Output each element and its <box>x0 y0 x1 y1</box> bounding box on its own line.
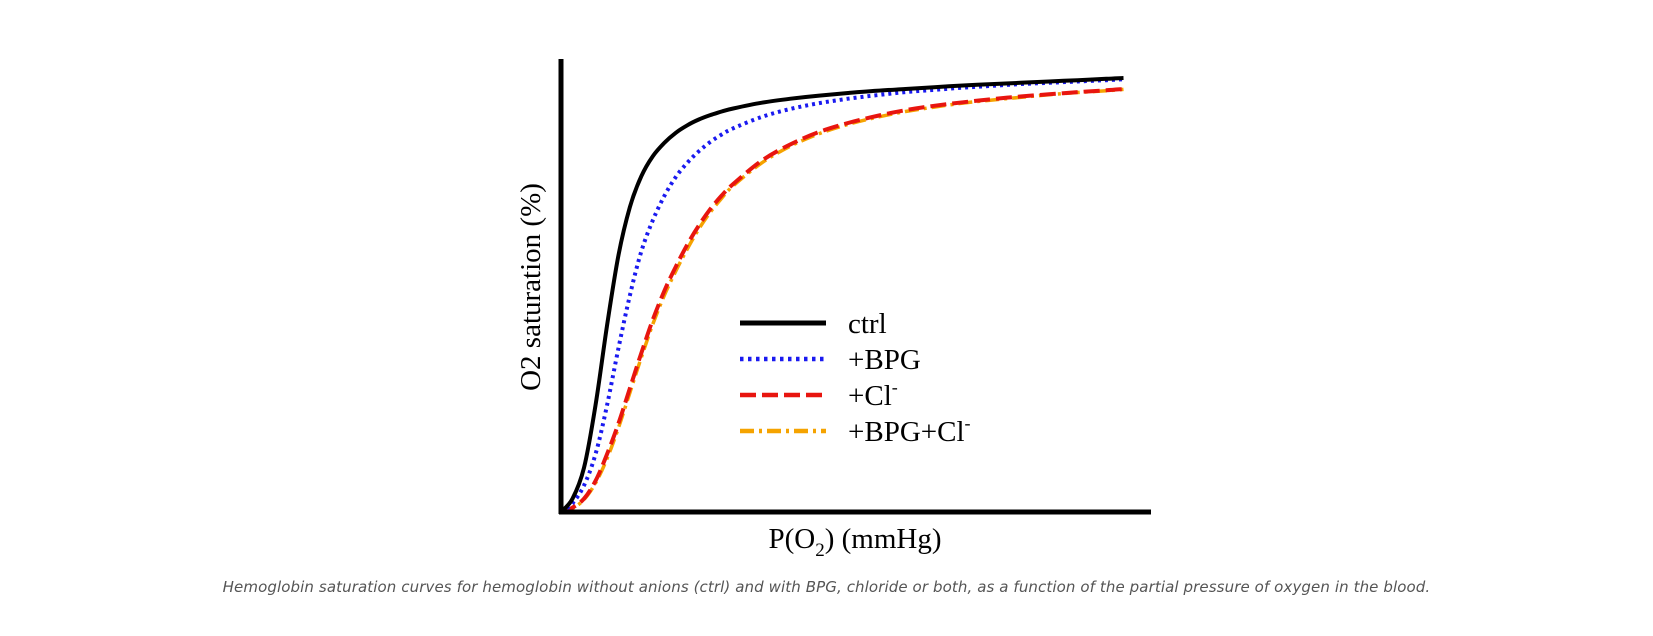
x-axis-label: P(O2) (mmHg) <box>768 523 941 561</box>
legend-label-bpg-cl: +BPG+Cl- <box>848 413 971 448</box>
series-line-bpg-cl <box>560 87 1124 514</box>
legend-label-ctrl: ctrl <box>848 308 887 340</box>
series-layer <box>559 76 1124 514</box>
series-line-cl <box>560 87 1124 514</box>
figure-caption: Hemoglobin saturation curves for hemoglo… <box>222 578 1431 596</box>
legend-label-bpg: +BPG <box>848 344 921 376</box>
series-line-ctrl <box>559 76 1124 514</box>
y-axis-label: O2 saturation (%) <box>515 183 547 391</box>
legend-label-cl: +Cl- <box>848 377 898 412</box>
series-line-bpg <box>559 77 1124 514</box>
legend: ctrl+BPG+Cl-+BPG+Cl- <box>740 308 971 448</box>
